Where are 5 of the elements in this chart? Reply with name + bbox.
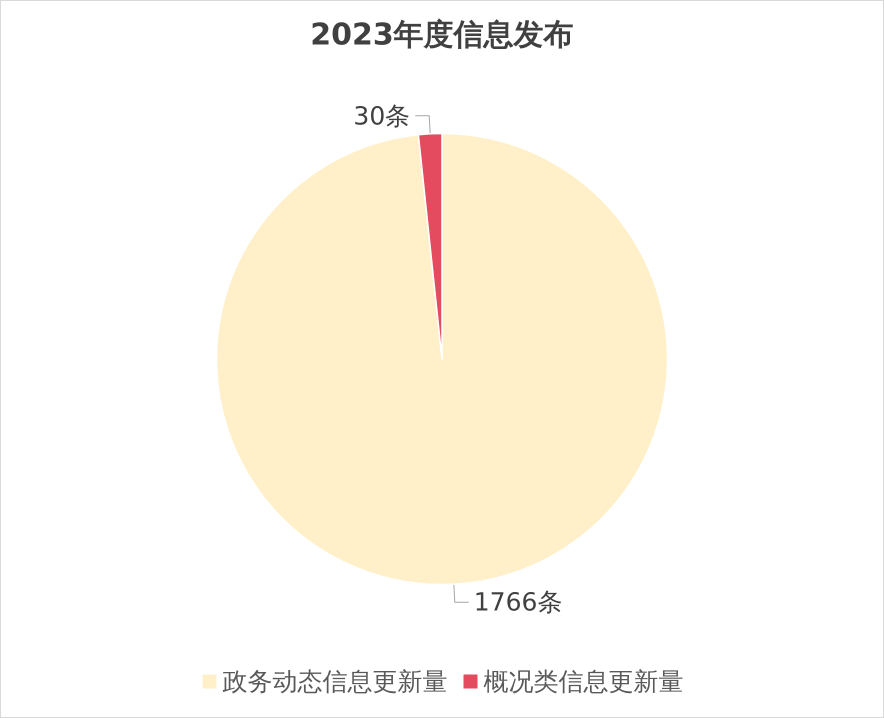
legend-label: 概况类信息更新量 (484, 667, 684, 696)
data-label: 1766条 (474, 588, 562, 617)
data-label: 30条 (353, 101, 410, 130)
legend-label: 政务动态信息更新量 (222, 667, 448, 696)
chart-title: 2023年度信息发布 (310, 18, 574, 52)
